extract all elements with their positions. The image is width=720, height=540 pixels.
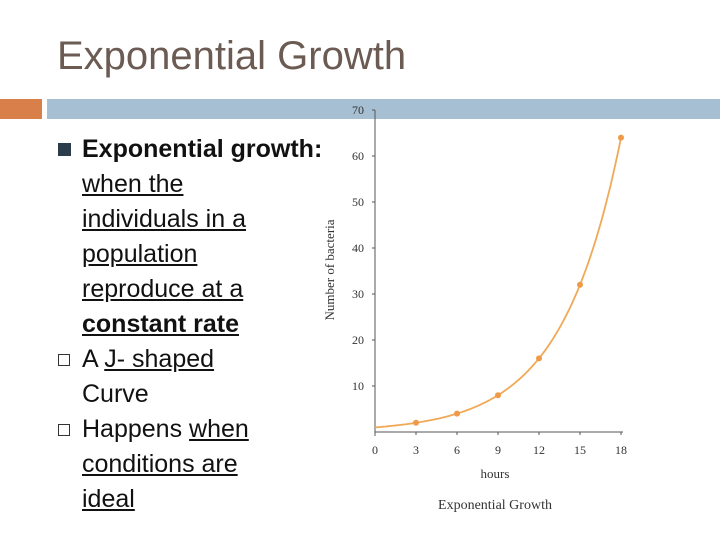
bullet-text: conditions are [82, 450, 238, 478]
data-point [536, 355, 542, 362]
data-point [454, 410, 460, 417]
bacteria-growth-chart: 10 20 30 40 50 60 70 0 3 6 9 12 15 18 Number of bacte… [322, 103, 627, 513]
data-point [577, 281, 583, 288]
y-tick-label: 70 [352, 103, 364, 117]
chart-axes: 10 20 30 40 50 60 70 0 3 6 9 12 15 18 [352, 103, 627, 457]
bullet-text: individuals in a [82, 205, 246, 233]
bullet-item: Exponential growth: when the individuals… [58, 132, 328, 342]
box-bullet-icon [58, 424, 70, 436]
bullet-text-strong: constant rate [82, 310, 239, 338]
accent-bar-blue [47, 99, 720, 119]
accent-bar-orange [0, 99, 42, 119]
x-tick-label: 0 [372, 443, 378, 457]
slide-title: Exponential Growth [57, 34, 407, 78]
bullet-text: J- shaped [104, 345, 215, 373]
chart-title: Exponential Growth [438, 498, 552, 513]
bullet-text: ideal [82, 485, 135, 513]
x-tick-label: 9 [495, 443, 501, 457]
curve-layer [374, 137, 622, 429]
x-axis-label: hours [481, 466, 510, 481]
x-tick-label: 3 [413, 443, 419, 457]
y-tick-label: 60 [352, 149, 364, 163]
x-tick-label: 6 [454, 443, 460, 457]
data-point [413, 419, 419, 426]
bullet-text: when the [82, 170, 184, 198]
box-bullet-icon [58, 354, 70, 366]
bullet-text: population [82, 240, 198, 268]
x-tick-label: 18 [615, 443, 627, 457]
bullet-text: Happens [82, 415, 190, 443]
y-tick-label: 20 [352, 333, 364, 347]
y-tick-label: 10 [352, 379, 364, 393]
y-tick-label: 40 [352, 241, 364, 255]
x-tick-label: 12 [533, 443, 545, 457]
y-tick-label: 30 [352, 287, 364, 301]
y-tick-label: 50 [352, 195, 364, 209]
data-point [618, 134, 624, 141]
bullet-text: reproduce at a [82, 275, 244, 303]
bullet-text: Curve [82, 380, 149, 408]
y-axis-label: Number of bacteria [322, 219, 337, 320]
series-line [374, 137, 622, 429]
bullet-text: A [82, 345, 105, 373]
x-tick-label: 15 [574, 443, 586, 457]
bullet-item: A J- shaped Curve [58, 342, 328, 412]
points-layer [413, 134, 624, 426]
bullet-item: Happens when conditions are ideal [58, 412, 328, 517]
data-point [495, 392, 501, 399]
bullet-text: when [189, 415, 249, 443]
square-bullet-icon [58, 143, 71, 156]
bullet-list: Exponential growth: when the individuals… [58, 132, 328, 517]
bullet-term: Exponential growth: [82, 135, 323, 163]
